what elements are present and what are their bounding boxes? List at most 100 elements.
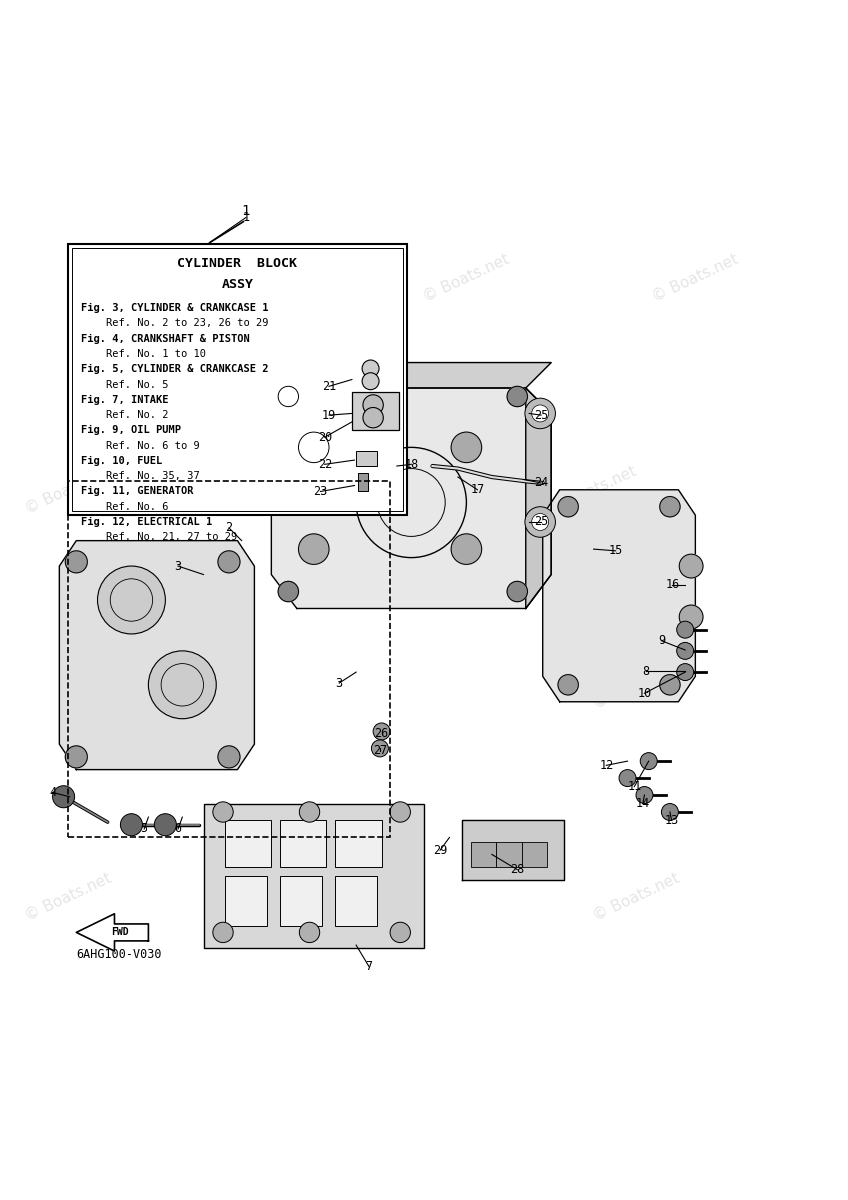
Circle shape: [148, 650, 216, 719]
Polygon shape: [271, 388, 551, 608]
Text: 24: 24: [534, 476, 548, 490]
Text: 9: 9: [658, 635, 665, 647]
Text: 17: 17: [471, 484, 484, 497]
Text: Ref. No. 21, 27 to 29: Ref. No. 21, 27 to 29: [81, 532, 237, 542]
Circle shape: [525, 398, 555, 428]
Text: © Boats.net: © Boats.net: [650, 251, 741, 305]
Polygon shape: [543, 490, 695, 702]
Text: Fig. 9, OIL PUMP: Fig. 9, OIL PUMP: [81, 425, 181, 436]
Bar: [225, 821, 271, 868]
Circle shape: [660, 674, 680, 695]
Circle shape: [619, 769, 636, 786]
Circle shape: [65, 746, 87, 768]
Circle shape: [532, 514, 549, 530]
Circle shape: [390, 802, 410, 822]
Text: 23: 23: [314, 485, 327, 498]
Text: 27: 27: [373, 744, 387, 757]
Circle shape: [120, 814, 142, 835]
Text: Fig. 3, CYLINDER & CRANKCASE 1: Fig. 3, CYLINDER & CRANKCASE 1: [81, 304, 268, 313]
Circle shape: [660, 497, 680, 517]
Bar: [280, 876, 322, 926]
Text: 8: 8: [643, 665, 650, 678]
Circle shape: [558, 497, 578, 517]
Circle shape: [532, 404, 549, 422]
Text: Ref. No. 2 to 23, 26 to 29: Ref. No. 2 to 23, 26 to 29: [81, 318, 268, 329]
Text: Fig. 10, FUEL: Fig. 10, FUEL: [81, 456, 162, 466]
Circle shape: [98, 566, 165, 634]
Polygon shape: [526, 388, 551, 608]
Circle shape: [363, 408, 383, 428]
Text: © Boats.net: © Boats.net: [590, 870, 682, 923]
Text: 7: 7: [365, 960, 372, 973]
Bar: [471, 841, 496, 868]
Circle shape: [362, 373, 379, 390]
Text: © Boats.net: © Boats.net: [141, 659, 232, 712]
Circle shape: [507, 581, 527, 601]
Text: Fig. 12, ELECTRICAL 1: Fig. 12, ELECTRICAL 1: [81, 517, 212, 527]
Circle shape: [53, 786, 75, 808]
Text: Ref. No. 2: Ref. No. 2: [81, 410, 168, 420]
Circle shape: [390, 923, 410, 942]
Circle shape: [362, 360, 379, 377]
Text: 19: 19: [322, 409, 336, 421]
Text: © Boats.net: © Boats.net: [22, 870, 114, 923]
Text: 21: 21: [322, 380, 336, 392]
Bar: [496, 841, 522, 868]
Polygon shape: [462, 821, 564, 880]
Circle shape: [558, 674, 578, 695]
Bar: [335, 821, 382, 868]
Text: Fig. 7, INTAKE: Fig. 7, INTAKE: [81, 395, 168, 404]
Text: © Boats.net: © Boats.net: [107, 251, 198, 305]
Text: 3: 3: [336, 677, 343, 690]
Text: 6AHG100-V030: 6AHG100-V030: [76, 948, 162, 961]
Text: 26: 26: [375, 727, 388, 740]
Text: 3: 3: [175, 559, 181, 572]
Text: 2: 2: [226, 522, 232, 534]
Text: 6: 6: [175, 822, 181, 835]
Text: Ref. No. 1 to 10: Ref. No. 1 to 10: [81, 349, 205, 359]
Circle shape: [507, 386, 527, 407]
Bar: [225, 876, 267, 926]
Text: Fig. 4, CRANKSHAFT & PISTON: Fig. 4, CRANKSHAFT & PISTON: [81, 334, 249, 343]
Circle shape: [373, 722, 390, 740]
Circle shape: [679, 554, 703, 578]
Text: Ref. No. 35, 37: Ref. No. 35, 37: [81, 472, 199, 481]
Text: Fig. 5, CYLINDER & CRANKCASE 2: Fig. 5, CYLINDER & CRANKCASE 2: [81, 365, 268, 374]
Text: 25: 25: [534, 516, 548, 528]
Bar: [522, 841, 547, 868]
Text: 22: 22: [318, 458, 332, 470]
Circle shape: [299, 923, 320, 942]
Circle shape: [213, 923, 233, 942]
Circle shape: [451, 432, 482, 463]
Text: 18: 18: [404, 458, 418, 470]
Circle shape: [525, 506, 555, 538]
Text: © Boats.net: © Boats.net: [548, 463, 639, 516]
FancyBboxPatch shape: [68, 244, 407, 515]
Circle shape: [218, 551, 240, 572]
Circle shape: [278, 386, 298, 407]
Text: 15: 15: [609, 545, 622, 557]
Text: Ref. No. 6: Ref. No. 6: [81, 502, 168, 511]
Circle shape: [299, 802, 320, 822]
Text: ASSY: ASSY: [221, 277, 254, 290]
Circle shape: [298, 432, 329, 463]
Text: © Boats.net: © Boats.net: [421, 251, 512, 305]
Circle shape: [213, 802, 233, 822]
Text: 1: 1: [243, 211, 249, 224]
Circle shape: [65, 551, 87, 572]
Text: 10: 10: [638, 686, 651, 700]
Bar: [358, 473, 368, 492]
Text: © Boats.net: © Boats.net: [590, 659, 682, 712]
Circle shape: [154, 814, 176, 835]
Circle shape: [298, 534, 329, 564]
Circle shape: [677, 622, 694, 638]
Circle shape: [278, 581, 298, 601]
Circle shape: [677, 664, 694, 680]
Text: 13: 13: [665, 814, 678, 827]
Circle shape: [218, 746, 240, 768]
Bar: [204, 804, 424, 948]
Bar: [352, 392, 399, 431]
Text: 20: 20: [318, 431, 332, 444]
Text: 14: 14: [636, 797, 650, 810]
Text: 28: 28: [510, 863, 524, 876]
